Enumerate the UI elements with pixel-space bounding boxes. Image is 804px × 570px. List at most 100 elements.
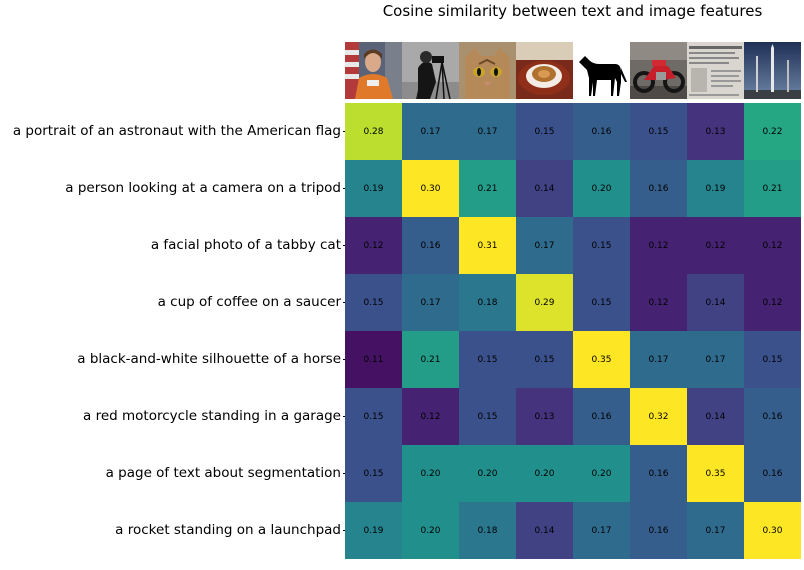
motorcycle-image [630,42,687,99]
heatmap-cell: 0.30 [744,502,801,559]
image-thumbnail-row [345,42,801,99]
cell-value-label: 0.12 [762,240,783,251]
heatmap-cell: 0.16 [744,445,801,502]
cell-value-label: 0.18 [477,525,498,536]
heatmap-cell: 0.14 [687,388,744,445]
rocket-image [744,42,801,99]
row-label: a portrait of an astronaut with the Amer… [13,103,347,160]
heatmap-cell: 0.13 [516,388,573,445]
heatmap-cell: 0.22 [744,103,801,160]
heatmap-cell: 0.20 [402,445,459,502]
heatmap-cell: 0.17 [687,502,744,559]
cell-value-label: 0.15 [762,354,783,365]
cell-value-label: 0.17 [705,525,726,536]
heatmap-cell: 0.20 [459,445,516,502]
heatmap-cell: 0.20 [402,502,459,559]
heatmap-cell: 0.17 [630,331,687,388]
heatmap-cell: 0.28 [345,103,402,160]
heatmap-cell: 0.12 [687,217,744,274]
heatmap-cell: 0.16 [402,217,459,274]
heatmap-cell: 0.32 [630,388,687,445]
cell-value-label: 0.21 [762,183,783,194]
heatmap-cell: 0.15 [516,103,573,160]
heatmap-cell: 0.16 [630,445,687,502]
cell-value-label: 0.35 [705,468,726,479]
heatmap-cell: 0.12 [345,217,402,274]
heatmap-cell: 0.31 [459,217,516,274]
heatmap-cell: 0.12 [744,217,801,274]
cell-value-label: 0.19 [363,525,384,536]
row-label: a rocket standing on a launchpad [115,502,347,559]
cell-value-label: 0.20 [420,468,441,479]
cell-value-label: 0.16 [420,240,441,251]
cell-value-label: 0.16 [591,411,612,422]
cell-value-label: 0.30 [762,525,783,536]
cell-value-label: 0.15 [477,354,498,365]
cell-value-label: 0.17 [648,354,669,365]
astronaut-image [345,42,402,99]
cell-value-label: 0.15 [591,297,612,308]
cell-value-label: 0.16 [762,411,783,422]
cell-value-label: 0.17 [477,126,498,137]
cell-value-label: 0.15 [363,468,384,479]
cell-value-label: 0.13 [534,411,555,422]
heatmap-cell: 0.12 [630,274,687,331]
row-label: a facial photo of a tabby cat [151,217,347,274]
heatmap-cell: 0.21 [744,160,801,217]
heatmap-cell: 0.35 [573,331,630,388]
cell-value-label: 0.16 [591,126,612,137]
heatmap-cell: 0.17 [687,331,744,388]
heatmap-cell: 0.17 [459,103,516,160]
cell-value-label: 0.20 [591,468,612,479]
heatmap-cell: 0.17 [516,217,573,274]
cell-value-label: 0.35 [591,354,612,365]
heatmap-cell: 0.16 [744,388,801,445]
cell-value-label: 0.14 [705,411,726,422]
heatmap-cell: 0.17 [573,502,630,559]
heatmap-cell: 0.17 [402,274,459,331]
cell-value-label: 0.29 [534,297,555,308]
heatmap-cell: 0.15 [345,274,402,331]
coffee-image [516,42,573,99]
heatmap-cell: 0.15 [345,445,402,502]
row-label: a cup of coffee on a saucer [158,274,347,331]
heatmap-cell: 0.20 [573,445,630,502]
cell-value-label: 0.20 [534,468,555,479]
cell-value-label: 0.12 [648,240,669,251]
heatmap-cell: 0.15 [573,274,630,331]
cell-value-label: 0.17 [534,240,555,251]
cell-value-label: 0.16 [648,525,669,536]
heatmap-cell: 0.15 [744,331,801,388]
heatmap-cell: 0.19 [687,160,744,217]
heatmap-cell: 0.20 [573,160,630,217]
heatmap-cell: 0.18 [459,502,516,559]
heatmap-cell: 0.20 [516,445,573,502]
heatmap-cell: 0.19 [345,160,402,217]
cell-value-label: 0.18 [477,297,498,308]
cell-value-label: 0.14 [705,297,726,308]
heatmap-cell: 0.12 [744,274,801,331]
cell-value-label: 0.32 [648,411,669,422]
cell-value-label: 0.19 [363,183,384,194]
chart-title: Cosine similarity between text and image… [382,2,763,20]
heatmap-cell: 0.11 [345,331,402,388]
cell-value-label: 0.15 [534,354,555,365]
heatmap-cell: 0.15 [573,217,630,274]
text-page-image [687,42,744,99]
heatmap-cell: 0.13 [687,103,744,160]
cell-value-label: 0.31 [477,240,498,251]
cell-value-label: 0.15 [534,126,555,137]
heatmap-cell: 0.15 [516,331,573,388]
heatmap-cell: 0.30 [402,160,459,217]
heatmap-cell: 0.15 [630,103,687,160]
cell-value-label: 0.17 [705,354,726,365]
heatmap-cell: 0.16 [573,388,630,445]
cell-value-label: 0.15 [648,126,669,137]
cell-value-label: 0.15 [477,411,498,422]
cell-value-label: 0.21 [477,183,498,194]
cell-value-label: 0.17 [420,297,441,308]
heatmap-cell: 0.12 [630,217,687,274]
cell-value-label: 0.22 [762,126,783,137]
cell-value-label: 0.12 [420,411,441,422]
cell-value-label: 0.20 [591,183,612,194]
